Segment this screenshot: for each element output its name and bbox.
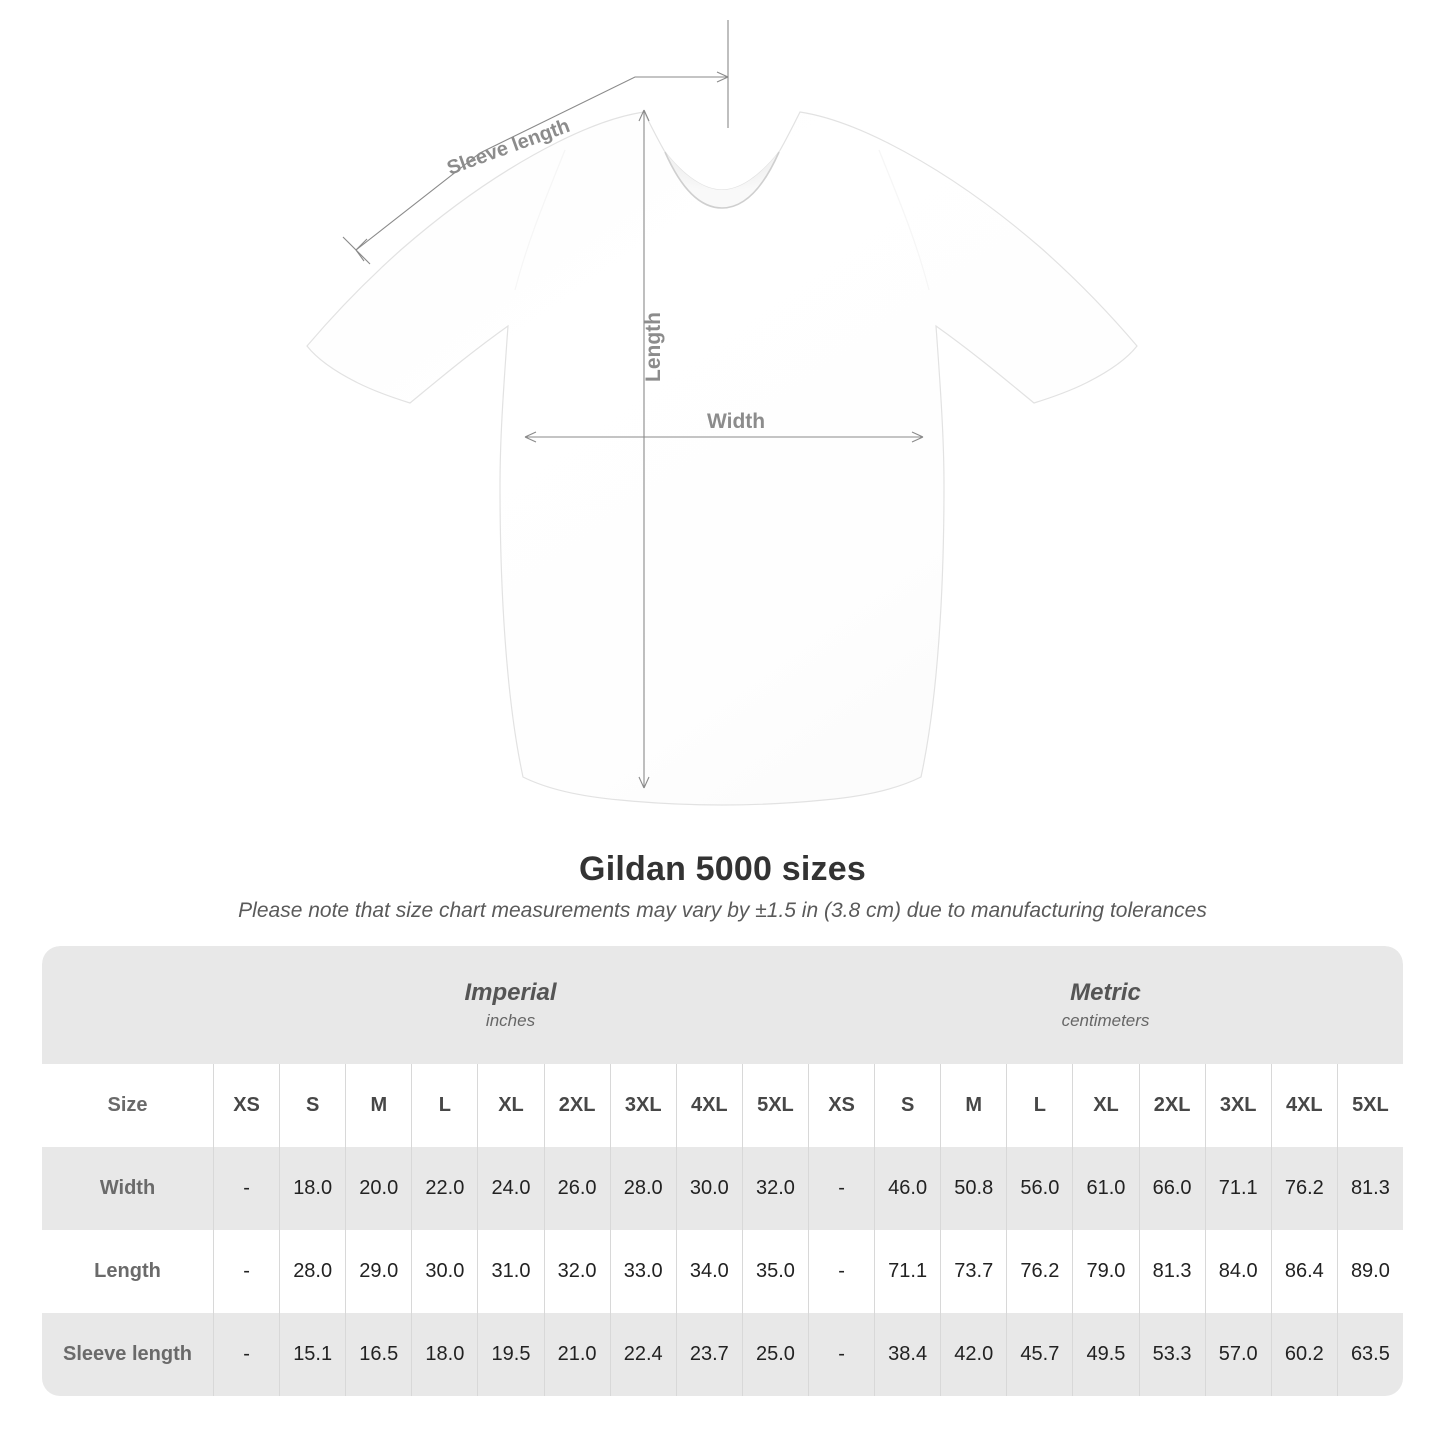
svg-text:Length: Length xyxy=(642,312,665,382)
svg-text:Width: Width xyxy=(707,410,765,433)
